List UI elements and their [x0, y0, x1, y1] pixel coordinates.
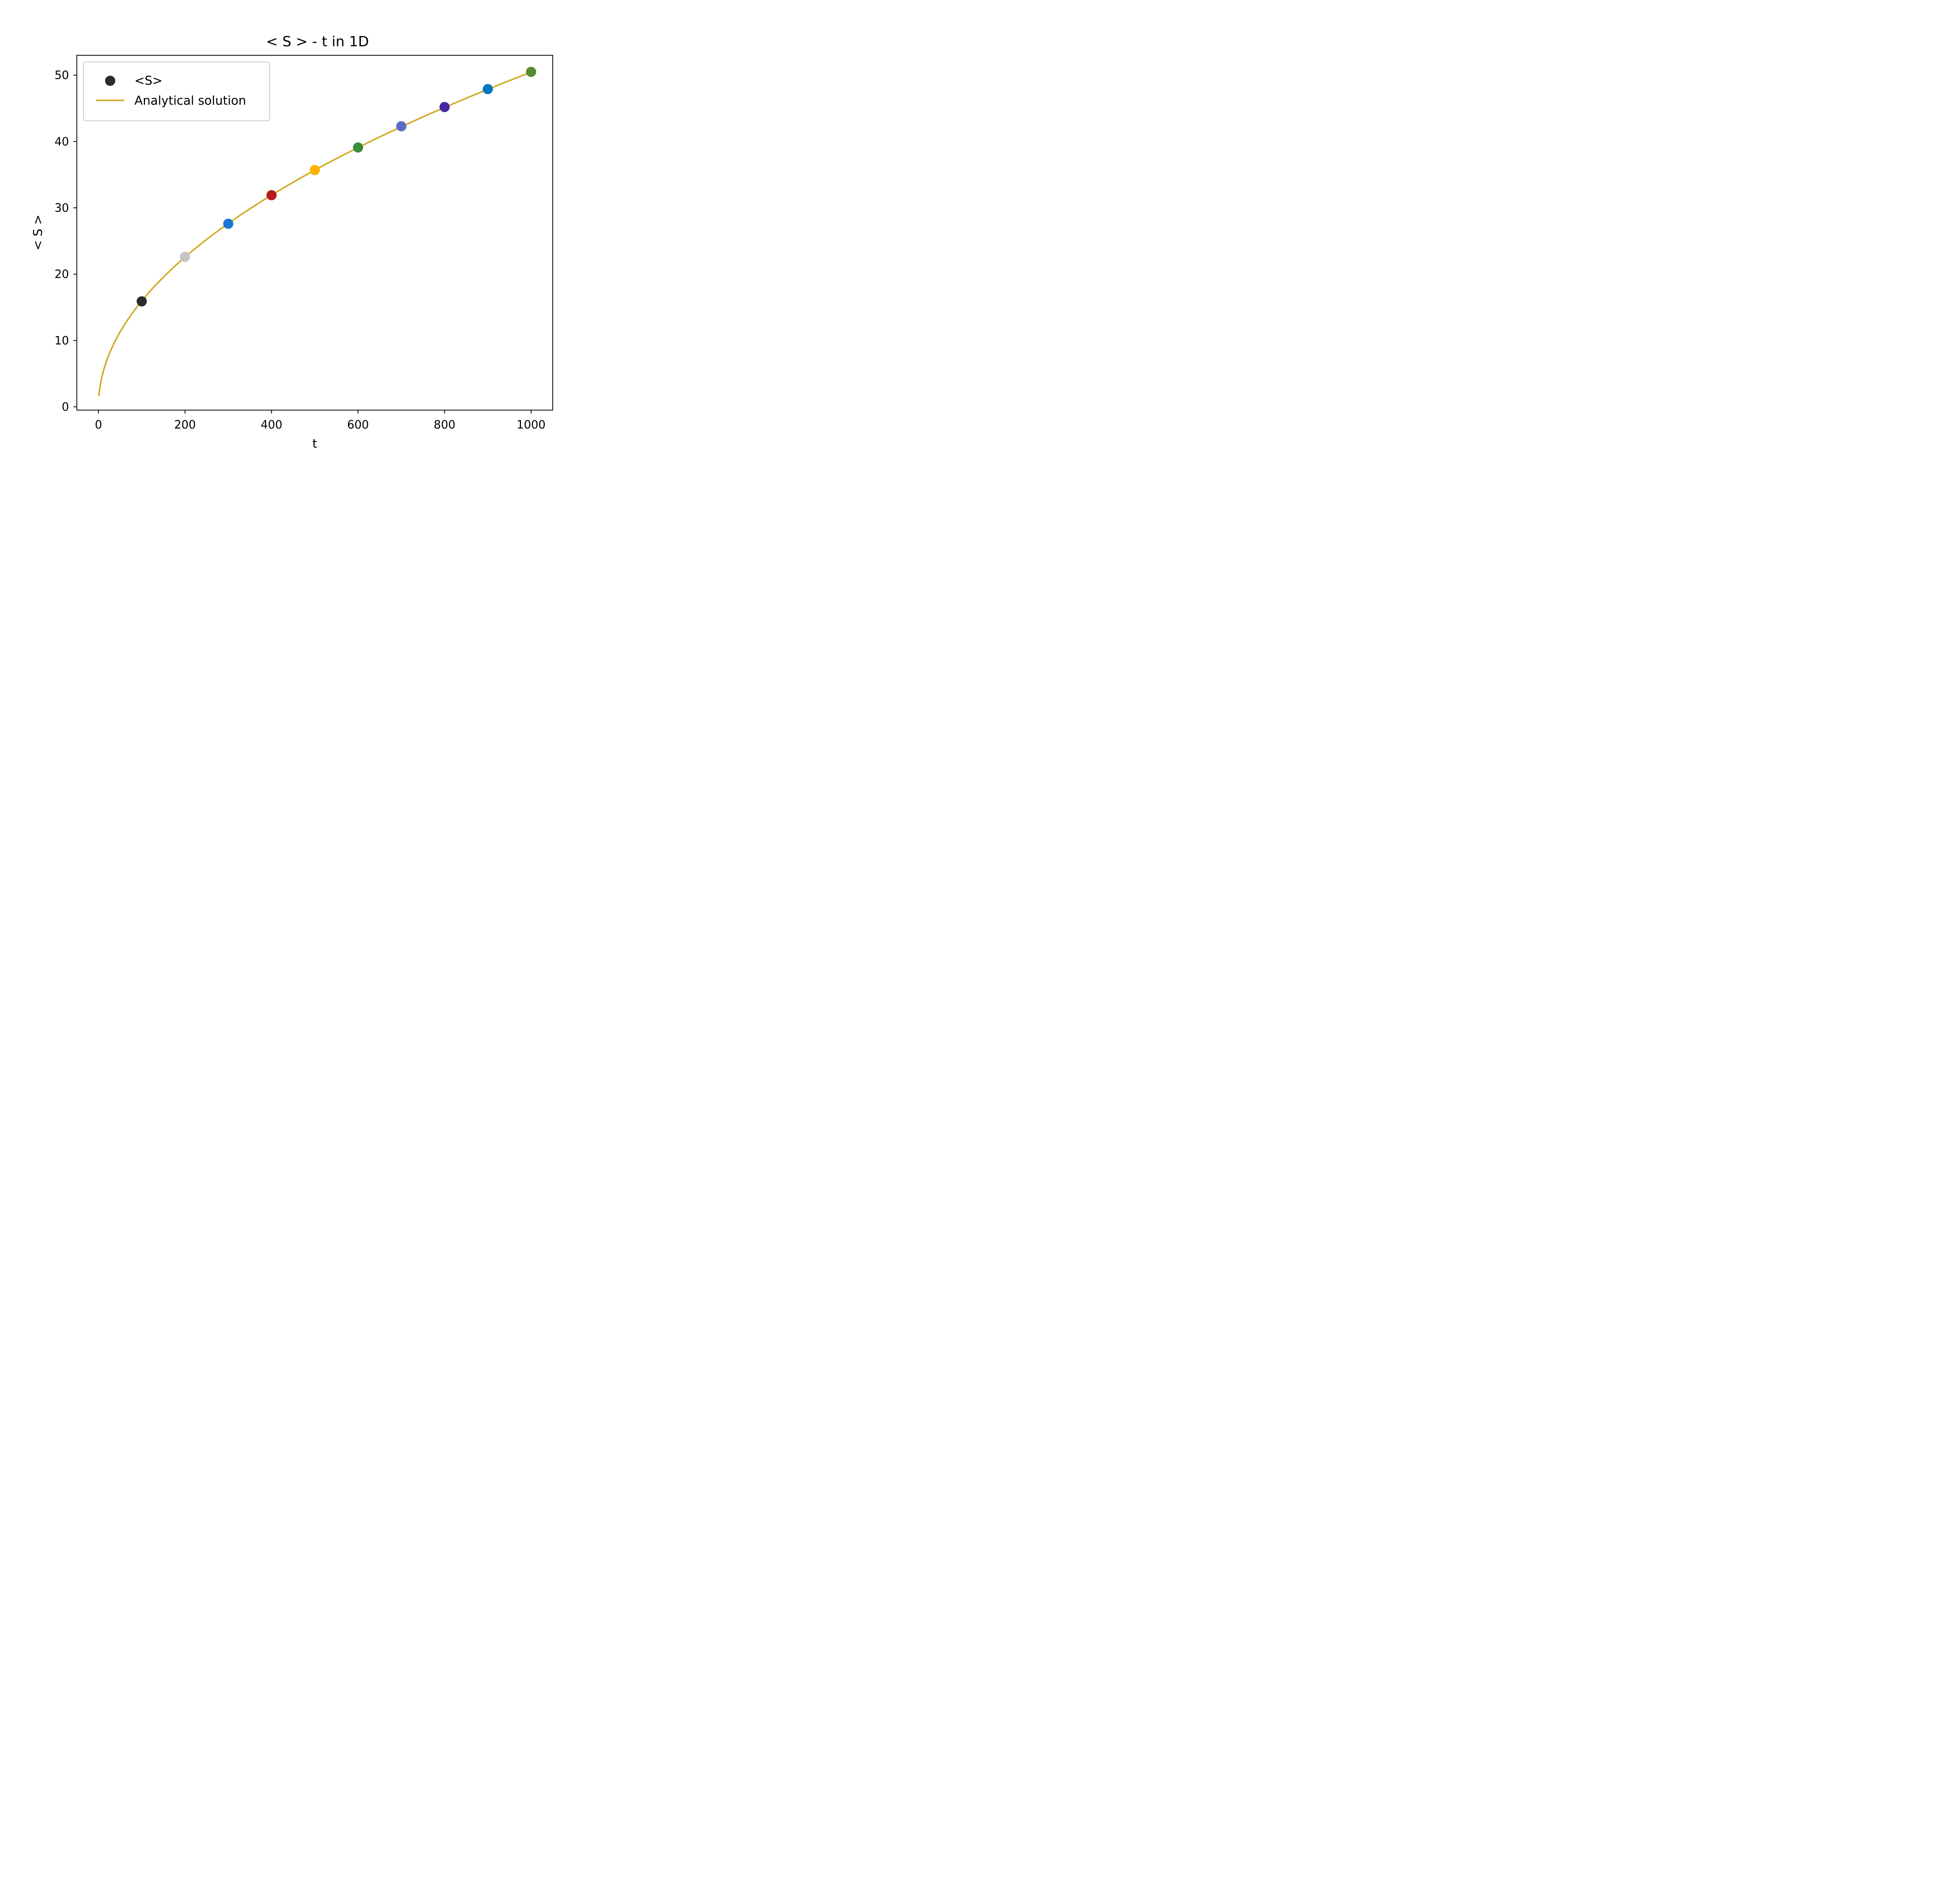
y-tick-label: 40: [54, 135, 69, 148]
x-tick-label: 1000: [517, 418, 546, 431]
data-point: [136, 296, 147, 307]
y-tick-label: 20: [54, 267, 69, 281]
chart-svg: < S > - t in 1D 0 200 400 600 800 1000 0 10 20 30…: [0, 0, 606, 454]
y-tick-label: 10: [54, 334, 69, 347]
x-tick-label: 0: [95, 418, 102, 431]
axes: 0 200 400 600 800 1000 0 10 20 30 40 50: [54, 69, 546, 431]
data-point: [353, 142, 363, 153]
data-point: [483, 84, 493, 94]
x-tick-label: 200: [174, 418, 196, 431]
data-point: [526, 67, 536, 77]
y-axis-label: < S >: [31, 214, 45, 250]
chart-title: < S > - t in 1D: [266, 34, 369, 50]
legend: <S> Analytical solution: [83, 62, 270, 121]
data-point: [180, 252, 190, 262]
x-axis-label: t: [312, 437, 317, 451]
legend-label-observed: <S>: [134, 74, 163, 88]
y-tick-label: 30: [54, 201, 69, 214]
y-tick-label: 50: [54, 69, 69, 82]
data-point: [439, 102, 450, 112]
plot-frame: [76, 55, 553, 411]
chart-root: < S > - t in 1D 0 200 400 600 800 1000 0 10 20 30…: [0, 0, 606, 454]
data-point: [310, 165, 320, 175]
data-point: [396, 121, 407, 131]
legend-label-analytical: Analytical solution: [134, 94, 246, 108]
y-tick-label: 0: [62, 400, 69, 414]
x-tick-label: 800: [434, 418, 455, 431]
x-tick-label: 400: [261, 418, 282, 431]
x-tick-label: 600: [347, 418, 369, 431]
data-point: [266, 190, 277, 200]
data-point: [223, 218, 234, 229]
legend-marker-observed: [105, 76, 115, 86]
legend-box: [83, 62, 270, 121]
